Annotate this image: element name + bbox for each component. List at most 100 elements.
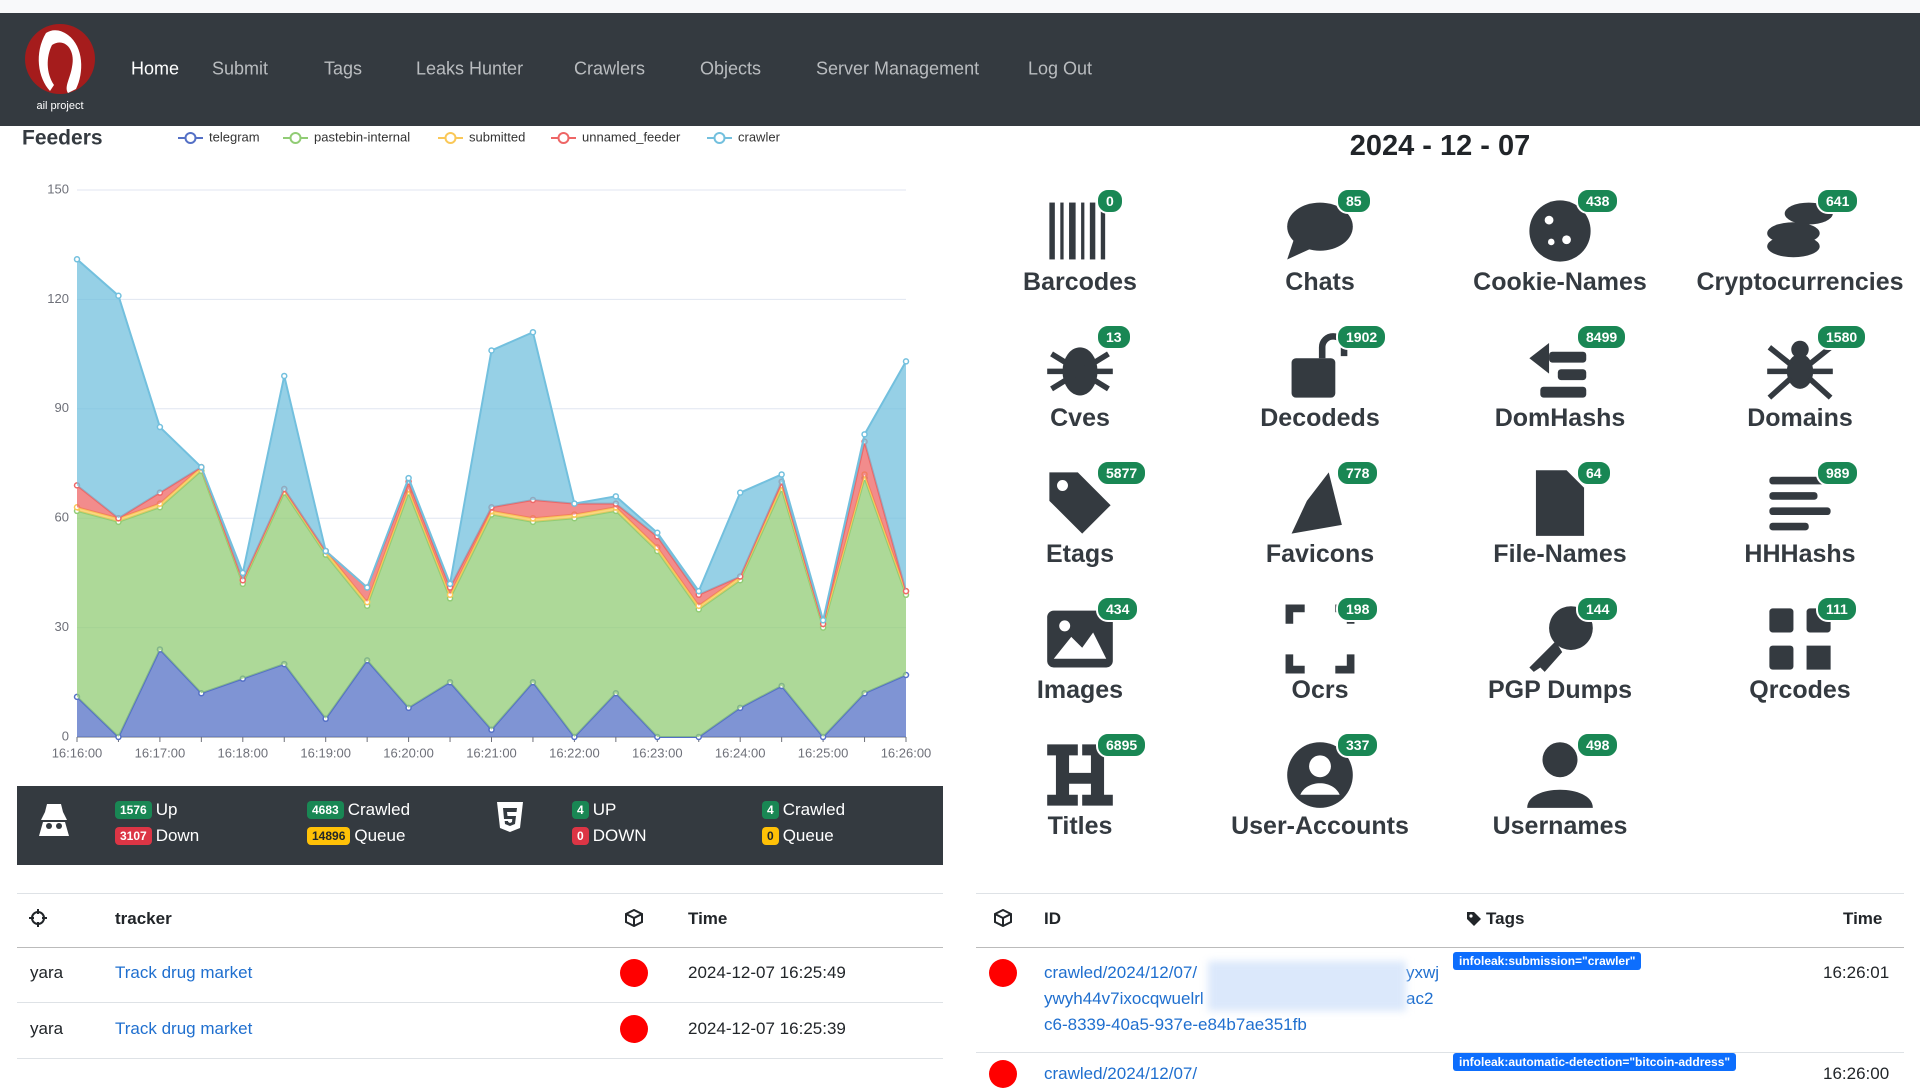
point	[902, 358, 910, 365]
status-dot	[989, 1060, 1017, 1088]
th-tags: Tags	[1486, 909, 1525, 928]
stat-label: Up	[155, 800, 178, 819]
nav-item[interactable]: Log Out	[1028, 58, 1093, 79]
cell-time: 16:26:00	[1823, 1064, 1890, 1083]
cube-icon	[625, 909, 643, 927]
tag-badge[interactable]: infoleak:automatic-detection="bitcoin-ad…	[1453, 1053, 1737, 1071]
html5-icon	[497, 802, 523, 832]
object-icon	[1291, 472, 1342, 534]
object-count: 989	[1816, 460, 1860, 486]
nav-item[interactable]: Leaks Hunter	[416, 58, 524, 79]
point	[695, 587, 702, 595]
object-name: PGP Dumps	[1487, 676, 1633, 704]
object-name: Chats	[1285, 268, 1355, 296]
logo[interactable]: ail project	[24, 23, 96, 115]
stat-label: UP	[592, 800, 617, 819]
object-count: 0	[1096, 188, 1124, 214]
stat-count: 14896	[307, 827, 351, 845]
cube-icon	[994, 909, 1012, 927]
object-id[interactable]: crawled/2024/12/07/	[1044, 1064, 1198, 1083]
legend-marker	[289, 132, 302, 144]
cell-time: 2024-12-07 16:25:49	[688, 963, 846, 982]
divider	[976, 947, 1904, 948]
stat: 4 Crawled	[762, 800, 845, 820]
feeders-chart: Feeders 0 30 60 90 120 150 16:16:00 16:17:00 16:…	[22, 127, 932, 761]
x-tick-label: 16:17:00	[135, 745, 186, 760]
object-name: Decodeds	[1260, 404, 1380, 432]
point	[115, 292, 122, 300]
object-icon	[1047, 347, 1113, 396]
legend-marker	[184, 132, 197, 144]
object-name: File-Names	[1493, 540, 1627, 568]
x-tick-label: 16:26:00	[881, 745, 932, 760]
crosshair-icon	[29, 909, 47, 927]
legend-label: submitted	[469, 129, 525, 144]
x-tick-label: 16:21:00	[466, 745, 517, 760]
object-icon	[1527, 742, 1593, 808]
object-name: Favicons	[1265, 540, 1375, 568]
object-name: Usernames	[1492, 812, 1628, 840]
tag-badge[interactable]: infoleak:submission="crawler"	[1453, 952, 1642, 970]
x-tick-label: 16:25:00	[798, 745, 849, 760]
tracker-link[interactable]: Track drug market	[115, 1019, 253, 1038]
tracker-link[interactable]: Track drug market	[115, 963, 253, 982]
stat-count: 4	[572, 801, 589, 819]
object-id[interactable]: crawled/2024/12/07/	[1044, 963, 1198, 982]
object-count: 5877	[1096, 460, 1148, 486]
point	[571, 500, 578, 507]
divider	[17, 947, 943, 948]
object-count: 64	[1576, 460, 1612, 486]
object-count: 778	[1336, 460, 1380, 486]
y-tick-label: 90	[55, 400, 69, 415]
legend-marker	[557, 132, 570, 144]
nav-item[interactable]: Objects	[700, 58, 762, 79]
object-count: 13	[1096, 324, 1132, 350]
stat-count: 4	[762, 801, 779, 819]
row-divider	[17, 1002, 943, 1003]
point	[654, 529, 661, 537]
nav-item[interactable]: Crawlers	[574, 58, 646, 79]
x-tick-label: 16:22:00	[549, 745, 600, 760]
object-id[interactable]: ywyh44v7ixocqwuelrl	[1044, 989, 1204, 1008]
point	[778, 471, 785, 478]
divider	[17, 893, 943, 894]
divider	[976, 893, 1904, 894]
cell-type: yara	[30, 1019, 64, 1038]
object-icon	[1047, 744, 1113, 806]
row-divider	[17, 1058, 943, 1059]
stat-label: Queue	[354, 826, 406, 845]
object-id[interactable]: c6-8339-40a5-937e-e84b7ae351fb	[1044, 1015, 1307, 1034]
navbar: ail project Home Submit Tags Leaks Hunter Cr…	[0, 13, 1920, 126]
th-tracker: tracker	[115, 909, 172, 928]
object-id-tail[interactable]: ac2	[1406, 989, 1434, 1008]
x-tick-label: 16:19:00	[300, 745, 351, 760]
object-name: Ocrs	[1291, 676, 1349, 704]
nav-item[interactable]: Server Management	[816, 58, 980, 79]
point	[322, 547, 329, 555]
x-tick-label: 16:23:00	[632, 745, 683, 760]
object-icon	[1529, 200, 1591, 262]
nav-item[interactable]: Submit	[212, 58, 269, 79]
legend-label: telegram	[209, 129, 260, 144]
object-name: Domains	[1747, 404, 1853, 432]
point	[198, 463, 205, 471]
object-name: Qrcodes	[1749, 676, 1851, 704]
y-tick-label: 120	[47, 291, 69, 306]
stat: 0 Queue	[762, 826, 834, 846]
object-name: Cookie-Names	[1473, 268, 1647, 296]
area	[77, 470, 906, 737]
nav-item[interactable]: Tags	[324, 58, 363, 79]
th-time: Time	[688, 909, 728, 928]
stat-label: DOWN	[592, 826, 647, 845]
point	[281, 372, 288, 380]
cell-type: yara	[30, 963, 64, 982]
object-count: 641	[1816, 188, 1860, 214]
stat-count: 0	[762, 827, 779, 845]
x-tick-label: 16:20:00	[383, 745, 434, 760]
legend-label: pastebin-internal	[314, 129, 410, 144]
nav-item[interactable]: Home	[131, 58, 180, 79]
object-id-tail[interactable]: yxwj	[1406, 963, 1440, 982]
area	[77, 649, 906, 737]
point	[446, 580, 454, 588]
cell-time: 2024-12-07 16:25:39	[688, 1019, 846, 1038]
